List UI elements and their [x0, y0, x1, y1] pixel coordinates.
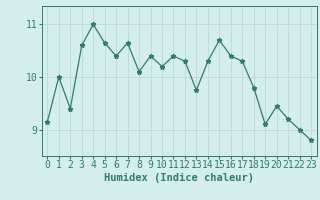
X-axis label: Humidex (Indice chaleur): Humidex (Indice chaleur) — [104, 173, 254, 183]
